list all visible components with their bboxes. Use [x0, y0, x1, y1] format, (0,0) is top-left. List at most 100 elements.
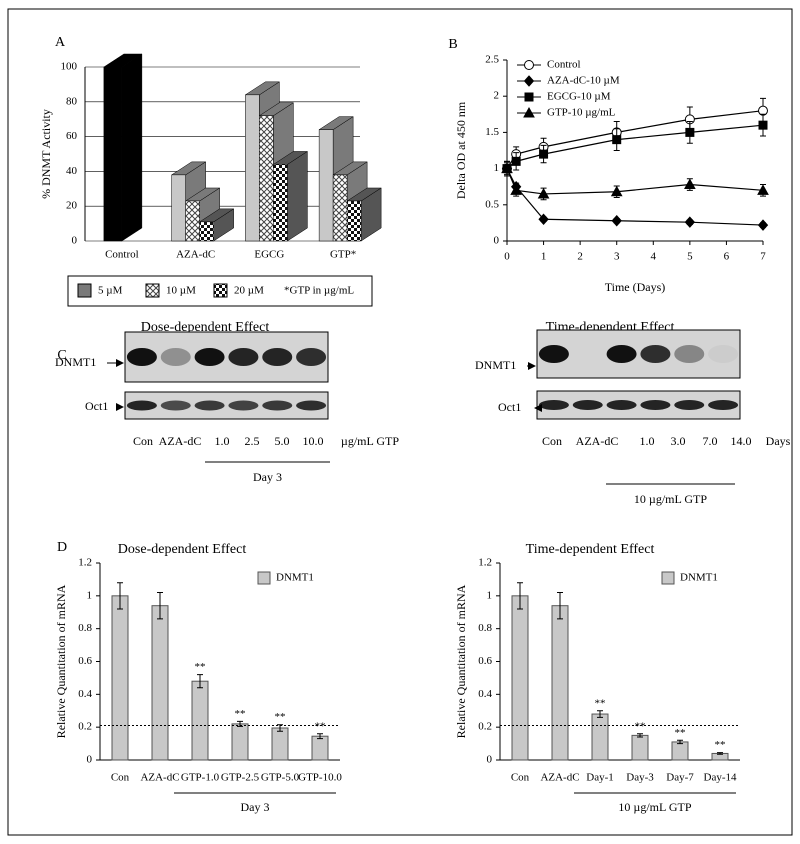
bar — [199, 221, 214, 242]
lane-label: 1.0 — [215, 434, 230, 448]
x-tick-label: Con — [111, 772, 130, 784]
legend-marker — [524, 92, 534, 102]
point — [685, 127, 695, 137]
point — [610, 185, 623, 197]
y-tick-label: 1 — [494, 162, 500, 174]
y-axis-label: Relative Quantitation of mRNA — [454, 584, 468, 738]
y-axis-label: Relative Quantitation of mRNA — [54, 584, 68, 738]
point — [501, 162, 513, 174]
error-bar — [597, 710, 603, 718]
panel-label: C — [57, 348, 66, 363]
group-label: Day 3 — [253, 470, 282, 484]
legend-label: 20 µM — [234, 285, 264, 297]
bar — [273, 164, 288, 242]
annotation: ** — [195, 661, 206, 673]
group-label: Day 3 — [241, 800, 270, 814]
y-tick-label: 0 — [487, 754, 493, 766]
error-bar — [317, 733, 323, 740]
y-tick-label: 0.2 — [478, 721, 492, 733]
x-tick-label: Day-1 — [586, 772, 614, 784]
chart-title: Dose-dependent Effect — [118, 542, 247, 557]
x-tick-label: 5 — [687, 251, 693, 263]
error-bar — [637, 733, 643, 738]
annotation: ** — [275, 711, 286, 723]
x-tick-label: GTP-10.0 — [298, 772, 342, 784]
y-tick-label: 20 — [66, 200, 78, 212]
chart-title: Time-dependent Effect — [526, 542, 655, 557]
lane-unit: µg/mL GTP — [341, 434, 399, 448]
legend-swatch — [257, 571, 271, 585]
lane-label: 5.0 — [275, 434, 290, 448]
blot-band — [194, 348, 225, 366]
blot-band — [160, 348, 191, 366]
point — [510, 184, 522, 195]
blot-band — [262, 348, 293, 366]
legend-marker — [524, 60, 534, 70]
blot-image — [124, 331, 329, 383]
legend-label: 10 µM — [166, 285, 196, 297]
x-tick-label: 0 — [504, 251, 510, 263]
y-tick-label: 0 — [72, 235, 78, 247]
blot-band — [674, 345, 705, 363]
bar — [631, 734, 649, 761]
x-tick-label: Con — [511, 772, 530, 784]
bar — [259, 115, 274, 242]
legend-note: *GTP in µg/mL — [284, 285, 354, 297]
blot-row-label: Oct1 — [85, 399, 108, 413]
point — [757, 219, 769, 231]
x-tick-label: AZA-dC — [540, 772, 579, 784]
blot-row-label: Oct1 — [498, 400, 521, 414]
y-tick-label: 0.6 — [478, 655, 492, 667]
point — [684, 178, 696, 190]
error-bar — [157, 592, 163, 620]
lane-label: 3.0 — [671, 434, 686, 448]
point — [511, 156, 521, 166]
bar — [332, 174, 348, 242]
bar — [171, 174, 186, 242]
x-tick-label: 6 — [724, 251, 730, 263]
point — [538, 213, 549, 226]
bar — [271, 727, 289, 761]
blot-band — [228, 348, 259, 366]
x-tick-label: 7 — [760, 251, 766, 263]
blot-band — [572, 400, 603, 410]
lane-label: 2.5 — [245, 434, 260, 448]
lane-label: 10.0 — [303, 434, 324, 448]
y-tick-label: 0.8 — [478, 622, 492, 634]
point — [758, 120, 768, 130]
panel-label: D — [57, 540, 67, 555]
blot-band — [126, 400, 157, 411]
x-tick-label: Day-7 — [666, 772, 694, 784]
y-tick-label: 100 — [61, 61, 78, 73]
x-tick-label: AZA-dC — [140, 772, 179, 784]
x-tick-label: 2 — [577, 251, 583, 263]
legend-box — [67, 275, 373, 307]
annotation: ** — [315, 720, 326, 732]
bar — [551, 605, 569, 761]
y-tick-label: 1 — [87, 589, 93, 601]
y-tick-label: 0.6 — [78, 655, 92, 667]
bar — [511, 595, 529, 761]
blot-image — [124, 391, 329, 420]
y-axis-label: Delta OD at 450 nm — [454, 101, 468, 199]
blot-image — [536, 329, 741, 379]
error-bar — [197, 674, 203, 689]
blot-band — [160, 400, 191, 411]
y-tick-label: 40 — [66, 165, 78, 177]
y-tick-label: 1 — [487, 589, 493, 601]
lane-unit: Days — [766, 434, 791, 448]
error-bar — [117, 582, 123, 610]
annotation: ** — [595, 697, 606, 709]
error-bar — [517, 582, 523, 610]
error-bar — [677, 739, 683, 745]
error-bar — [557, 592, 563, 620]
legend-label: 5 µM — [98, 285, 123, 297]
bar — [591, 713, 609, 761]
blot-band — [538, 345, 569, 363]
x-tick-label: EGCG — [254, 249, 284, 261]
point — [612, 135, 622, 145]
group-label: 10 µg/mL GTP — [634, 492, 707, 506]
blot-band — [228, 400, 259, 411]
lane-label: 1.0 — [640, 434, 655, 448]
